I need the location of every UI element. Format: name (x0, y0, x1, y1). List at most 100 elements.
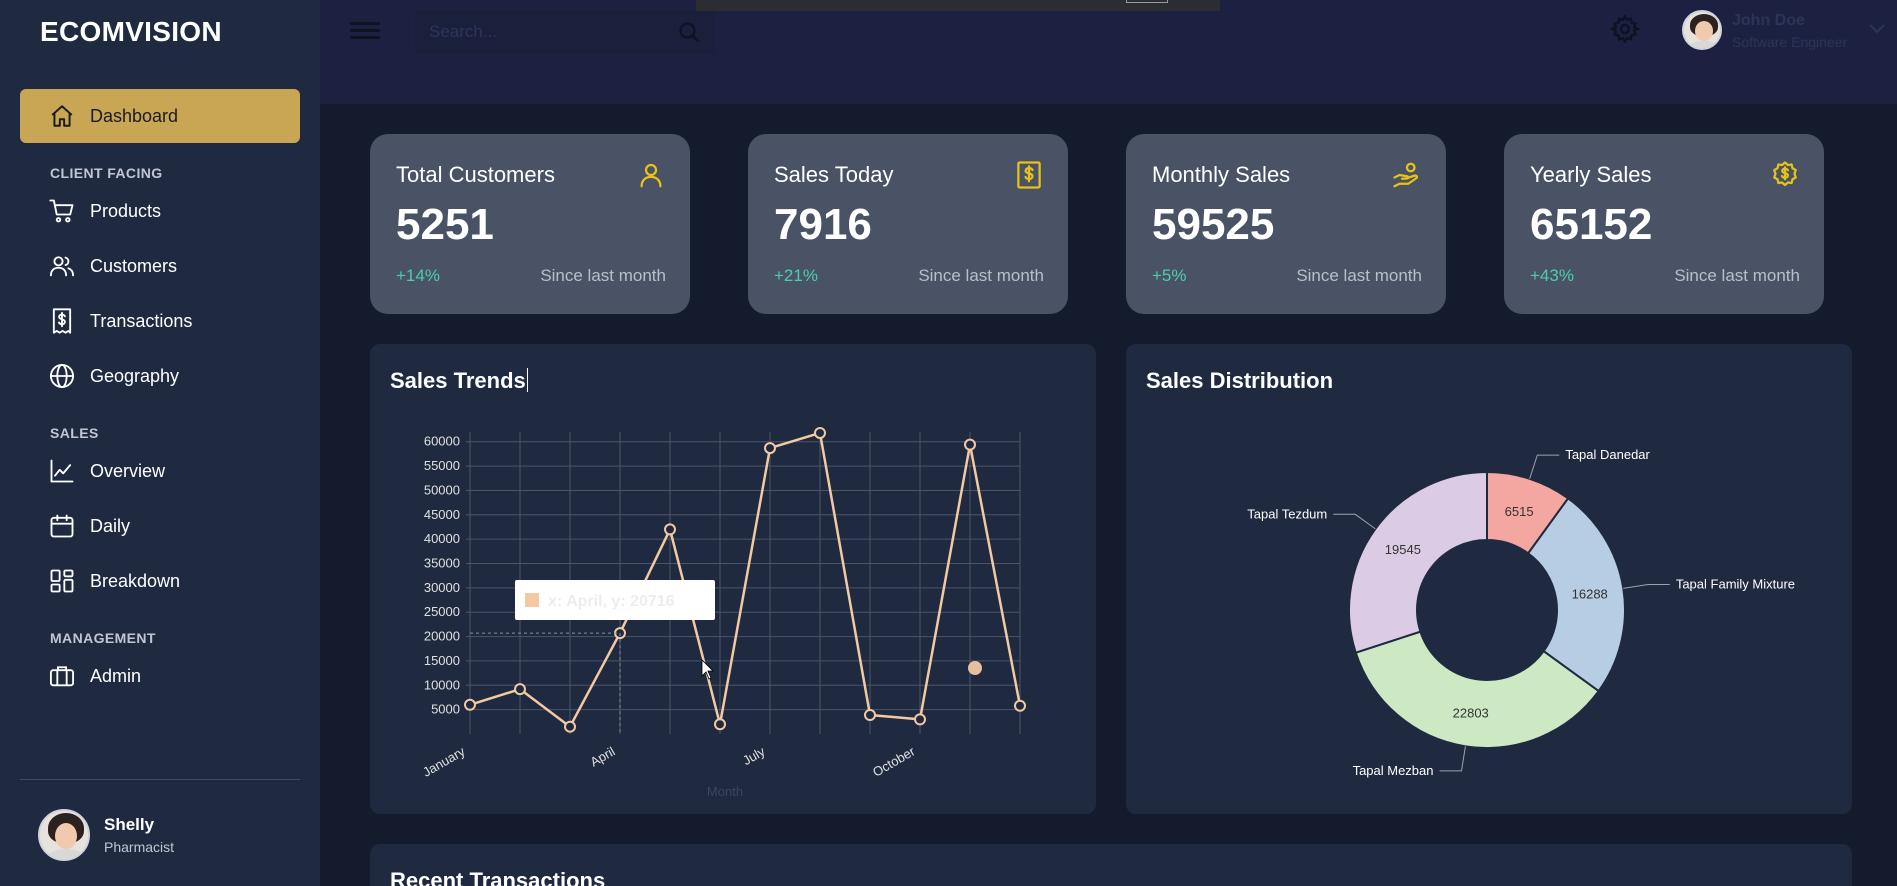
user-icon (636, 160, 666, 195)
x-tick-label: July (740, 743, 768, 768)
search-icon[interactable] (677, 20, 701, 49)
stat-since: Since last month (918, 266, 1044, 285)
tooltip-swatch (525, 593, 539, 607)
sidebar-item-label: Geography (90, 365, 180, 386)
donut-slice (1354, 630, 1601, 749)
slice-name-label: Tapal Tezdum (1247, 506, 1327, 521)
sales-distribution-chart[interactable]: 6515 Tapal Danedar 16288 Tapal Family Mixtu… (1126, 344, 1852, 814)
sidebar-item-label: Products (90, 200, 162, 221)
data-point (914, 713, 926, 726)
stat-change: +14% (396, 266, 440, 285)
stat-change: +21% (774, 266, 818, 285)
sidebar-item-overview[interactable]: Overview (20, 444, 300, 498)
topbar: John Doe Software Engineer (320, 0, 1897, 104)
data-point (464, 698, 476, 711)
main-content: Total Customers 5251 +14% Since last mon… (340, 104, 1897, 886)
sidebar-item-dashboard[interactable]: Dashboard (20, 89, 300, 143)
trending-chart-icon (48, 457, 76, 485)
hand-coins-icon (1392, 160, 1422, 195)
stat-since: Since last month (1296, 266, 1422, 285)
stat-value: 7916 (774, 200, 872, 249)
data-point (1014, 699, 1026, 712)
stat-card-sales-today: Sales Today 7916 +21% Since last month (748, 134, 1068, 314)
slice-value-label: 16288 (1572, 587, 1608, 602)
sidebar-item-label: Breakdown (90, 570, 181, 591)
y-tick-label: 60000 (424, 434, 460, 449)
avatar (38, 809, 90, 861)
brand-logo[interactable]: ECOMVISION (40, 16, 222, 47)
slice-leader-line (1333, 513, 1376, 530)
user-role: Software Engineer (1732, 34, 1848, 50)
tooltip-text: x: April, y: 20716 (548, 593, 675, 610)
stat-card-monthly-sales: Monthly Sales 59525 +5% Since last month (1126, 134, 1446, 314)
data-point (814, 426, 826, 439)
recent-transactions-panel: Recent Transactions (370, 844, 1852, 886)
donut-slice (1348, 470, 1488, 654)
data-point (514, 683, 526, 696)
panel-title: Sales Distribution (1146, 368, 1334, 393)
series-line (469, 431, 1022, 728)
stat-title: Sales Today (774, 162, 894, 187)
stat-value: 59525 (1152, 200, 1275, 249)
user-menu[interactable]: John Doe Software Engineer (1732, 12, 1847, 50)
dashboard-grid-icon (48, 567, 76, 595)
data-point (964, 438, 976, 451)
slice-leader-line (1623, 584, 1670, 589)
gear-icon[interactable] (1609, 14, 1641, 49)
stat-change: +43% (1530, 266, 1574, 285)
sidebar: ECOMVISION Dashboard CLIENT FACING Produ… (0, 0, 320, 886)
sidebar-item-transactions[interactable]: Transactions (20, 294, 300, 348)
profile-name: Shelly (104, 815, 155, 834)
stat-since: Since last month (1674, 266, 1800, 285)
tooltip-box (515, 580, 715, 620)
sales-trends-panel: Sales Trends 5000 10000 15000 20000 25000 300… (370, 344, 1096, 814)
sidebar-item-breakdown[interactable]: Breakdown (20, 554, 300, 608)
data-point (664, 523, 676, 536)
y-tick-label: 30000 (424, 580, 460, 595)
user-avatar[interactable] (1682, 10, 1722, 50)
sidebar-item-geography[interactable]: Geography (20, 349, 300, 403)
stat-title: Monthly Sales (1152, 162, 1291, 187)
sidebar-item-label: Admin (90, 665, 142, 686)
donut-slice (1526, 496, 1626, 693)
sidebar-profile[interactable]: Shelly Pharmacist (38, 809, 174, 861)
data-point (864, 709, 876, 722)
stat-card-total-customers: Total Customers 5251 +14% Since last mon… (370, 134, 690, 314)
hover-marker (968, 661, 982, 675)
profile-role: Pharmacist (104, 839, 175, 855)
panel-title: Recent Transactions (390, 868, 606, 886)
slice-name-label: Tapal Family Mixture (1676, 577, 1795, 592)
x-axis-label: Month (707, 784, 743, 799)
sidebar-item-daily[interactable]: Daily (20, 499, 300, 553)
search-box (415, 10, 715, 54)
stat-since: Since last month (540, 266, 666, 285)
sidebar-item-products[interactable]: Products (20, 184, 300, 238)
slice-value-label: 19545 (1385, 542, 1421, 557)
y-tick-label: 5000 (431, 702, 460, 717)
people-icon (48, 252, 76, 280)
chevron-down-icon[interactable] (1868, 22, 1886, 40)
y-tick-label: 35000 (424, 556, 460, 571)
sales-trends-chart[interactable]: 5000 10000 15000 20000 25000 30000 35000 40000 4… (370, 344, 1096, 814)
section-label-sales: SALES (50, 425, 99, 441)
sidebar-item-admin[interactable]: Admin (20, 649, 300, 703)
stat-title: Yearly Sales (1530, 162, 1652, 187)
user-name: John Doe (1732, 12, 1805, 29)
slice-name-label: Tapal Mezban (1353, 763, 1434, 778)
window-overlay-strip (696, 0, 1220, 11)
sidebar-item-label: Customers (90, 255, 178, 276)
y-tick-label: 15000 (424, 653, 460, 668)
y-tick-label: 55000 (424, 458, 460, 473)
slice-value-label: 22803 (1453, 706, 1489, 721)
dollar-badge-icon (1770, 160, 1800, 195)
briefcase-icon (48, 662, 76, 690)
y-tick-label: 10000 (424, 677, 460, 692)
search-input[interactable] (429, 10, 669, 54)
section-label-management: MANAGEMENT (50, 630, 156, 646)
stat-value: 65152 (1530, 200, 1653, 249)
menu-icon[interactable] (350, 18, 380, 44)
mouse-cursor-icon (701, 659, 714, 680)
sidebar-item-customers[interactable]: Customers (20, 239, 300, 293)
stat-title: Total Customers (396, 162, 555, 187)
y-tick-label: 25000 (424, 604, 460, 619)
